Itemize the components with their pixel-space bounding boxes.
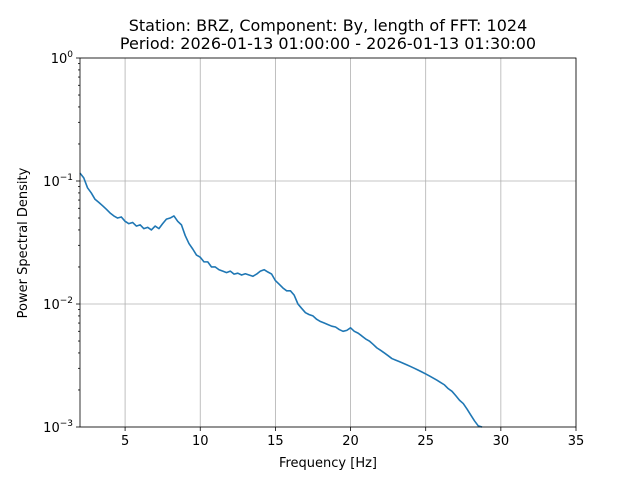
x-tick-label: 20 [342,434,359,449]
y-tick-label: 10−3 [43,419,73,436]
grid [80,57,577,428]
x-axis-ticks: 5 10 15 20 25 30 35 [121,427,584,449]
plot-frame [79,57,577,428]
x-tick-label: 5 [121,434,129,449]
x-tick-label: 10 [192,434,209,449]
y-tick-label: 10−1 [43,173,73,190]
x-tick-label: 25 [417,434,434,449]
y-tick-label: 10−2 [43,296,73,313]
psd-series-line [79,172,483,428]
x-tick-label: 35 [568,434,585,449]
y-axis-ticks: 10−3 10−2 10−1 100 [43,50,80,436]
chart-title-line1: Station: BRZ, Component: By, length of F… [129,16,528,35]
chart-title-line2: Period: 2026-01-13 01:00:00 - 2026-01-13… [120,34,536,53]
y-axis-label: Power Spectral Density [16,167,31,318]
x-tick-label: 30 [493,434,510,449]
x-tick-label: 15 [267,434,284,449]
y-tick-label: 100 [51,50,74,67]
x-axis-label: Frequency [Hz] [279,456,377,471]
